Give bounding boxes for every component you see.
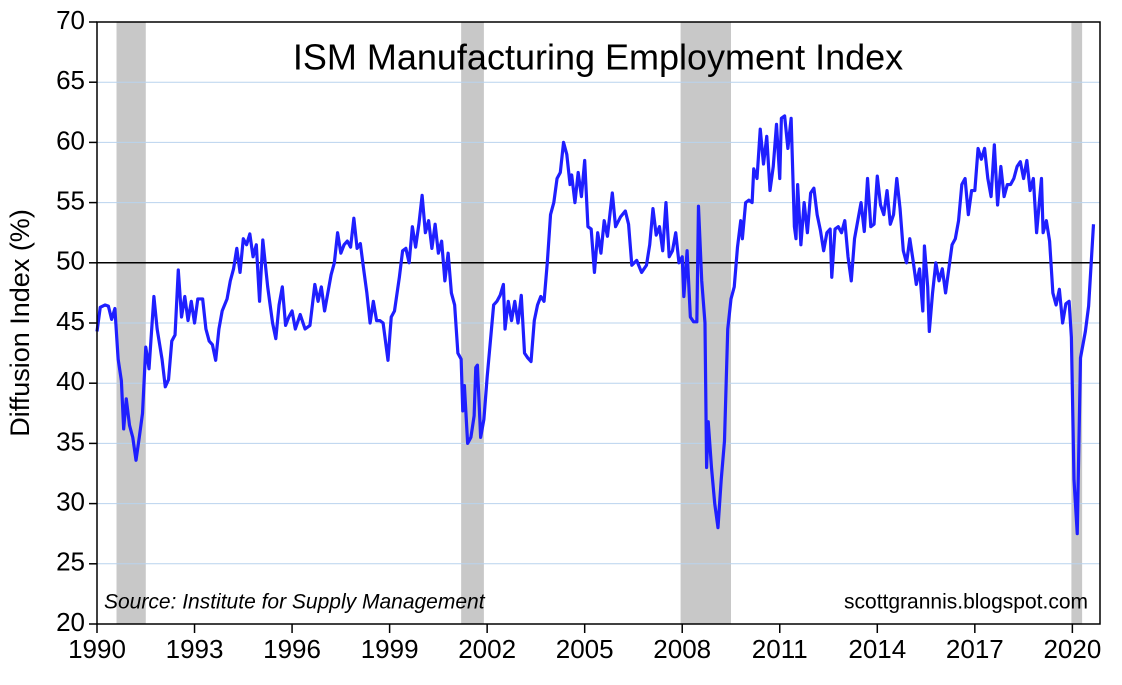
data-line [95, 114, 1096, 536]
y-tick-label: 40 [56, 366, 85, 396]
y-tick-label: 25 [56, 547, 85, 577]
source-note: Source: Institute for Supply Management [104, 591, 486, 614]
y-tick-label: 65 [56, 65, 85, 95]
x-tick-label: 2017 [946, 634, 1004, 664]
x-tick-label: 2020 [1043, 634, 1101, 664]
x-tick-label: 1996 [263, 634, 321, 664]
y-tick-label: 20 [56, 607, 85, 637]
x-tick-label: 1990 [68, 634, 126, 664]
y-tick-label: 60 [56, 125, 85, 155]
credit-note: scottgrannis.blogspot.com [844, 591, 1088, 614]
x-tick-label: 1993 [166, 634, 224, 664]
chart-title: ISM Manufacturing Employment Index [293, 37, 903, 78]
lines [95, 114, 1096, 536]
y-tick-label: 70 [56, 5, 85, 35]
x-tick-label: 1999 [361, 634, 419, 664]
y-tick-label: 55 [56, 185, 85, 215]
y-tick-label: 35 [56, 426, 85, 456]
x-tick-label: 2011 [752, 634, 808, 664]
axes: 20 25 30 35 40 45 50 55 60 65 70 1990 1993 1996 1999 20… [56, 5, 1101, 664]
y-tick-label: 30 [56, 486, 85, 516]
x-tick-label: 2002 [458, 634, 516, 664]
y-tick-label: 50 [56, 246, 85, 276]
y-tick-label: 45 [56, 306, 85, 336]
x-tick-label: 2014 [848, 634, 906, 664]
plot-frame [96, 21, 1101, 625]
x-tick-label: 2005 [556, 634, 614, 664]
y-axis-label: Diffusion Index (%) [5, 209, 35, 437]
x-tick-label: 2008 [653, 634, 711, 664]
